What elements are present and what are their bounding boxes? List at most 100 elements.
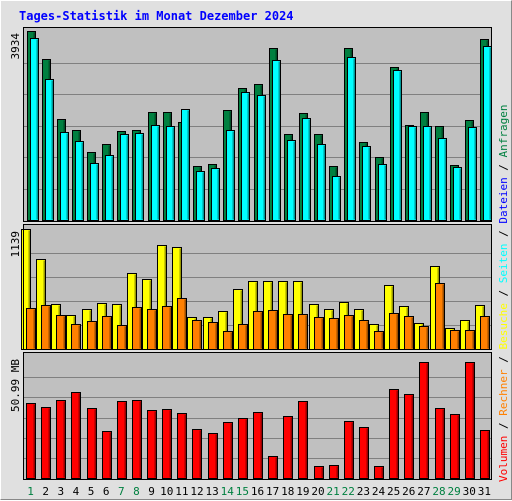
bar-shade (199, 321, 201, 349)
bar-volumen-day-31 (480, 430, 490, 479)
x-tick-label-12: 12 (190, 485, 203, 498)
panel-bottom-frame (23, 352, 492, 480)
bar-volumen-day-9 (147, 410, 157, 479)
bar-volumen-day-6 (102, 431, 112, 479)
bar-shade (444, 139, 446, 220)
x-tick-label-11: 11 (175, 485, 188, 498)
bar-shade (164, 246, 166, 349)
bar-shade (230, 332, 232, 349)
bar-shade (396, 390, 398, 478)
bar-shade (308, 119, 310, 220)
bar-shade (323, 145, 325, 220)
x-tick-label-31: 31 (478, 485, 491, 498)
bar-shade (202, 172, 204, 220)
bar-shade (353, 58, 355, 220)
bar-dateien-day-21 (332, 176, 341, 221)
x-tick-label-30: 30 (463, 485, 476, 498)
bar-shade (399, 71, 401, 220)
side-legend-item: / (497, 224, 510, 244)
bar-volumen-day-24 (374, 466, 384, 479)
bar-volumen-day-30 (465, 362, 475, 479)
bar-shade (487, 431, 489, 478)
side-legend-item: Dateien (497, 177, 510, 223)
x-tick-label-15: 15 (236, 485, 249, 498)
x-tick-label-17: 17 (266, 485, 279, 498)
bar-shade (275, 311, 277, 349)
bar-dateien-day-1 (30, 38, 39, 221)
bar-shade (225, 312, 227, 349)
bar-dateien-day-30 (468, 127, 477, 221)
x-tick-label-13: 13 (205, 485, 218, 498)
bar-shade (474, 128, 476, 220)
bar-volumen-day-12 (192, 429, 202, 479)
bar-shade (154, 310, 156, 349)
bar-shade (442, 409, 444, 478)
bar-shade (154, 411, 156, 478)
bar-shade (240, 290, 242, 349)
bar-shade (472, 331, 474, 349)
bar-volumen-day-3 (56, 400, 66, 479)
bar-shade (48, 306, 50, 349)
bar-volumen-day-7 (117, 401, 127, 479)
bar-dateien-day-12 (196, 171, 205, 221)
bar-dateien-day-4 (75, 141, 84, 221)
bar-shade (157, 126, 159, 220)
bar-shade (260, 413, 262, 478)
bar-volumen-day-28 (435, 408, 445, 479)
bar-shade (230, 423, 232, 478)
x-tick-label-26: 26 (402, 485, 415, 498)
side-legend-item: Volumen (497, 436, 510, 482)
bar-shade (232, 131, 234, 220)
bar-volumen-day-8 (132, 400, 142, 479)
bar-dateien-day-26 (408, 126, 417, 221)
x-tick-label-16: 16 (251, 485, 264, 498)
bar-shade (63, 316, 65, 349)
bar-volumen-day-21 (329, 465, 339, 479)
bar-dateien-day-6 (105, 155, 114, 221)
x-tick-label-10: 10 (160, 485, 173, 498)
bar-shade (109, 317, 111, 349)
bar-shade (293, 141, 295, 220)
y-max-label-bottom: 50.99 MB (9, 359, 22, 412)
bar-shade (141, 134, 143, 220)
bar-shade (457, 331, 459, 349)
x-tick-label-21: 21 (327, 485, 340, 498)
x-tick-label-5: 5 (88, 485, 95, 498)
bar-volumen-day-25 (389, 389, 399, 479)
panel-top-frame (23, 27, 492, 222)
side-legend: Volumen / Rechner / Besuche / Seiten / D… (497, 104, 510, 482)
panel-middle-frame (23, 224, 492, 350)
bar-shade (217, 169, 219, 220)
bar-shade (275, 457, 277, 478)
bar-volumen-day-23 (359, 427, 369, 479)
x-tick-label-9: 9 (148, 485, 155, 498)
x-tick-label-25: 25 (387, 485, 400, 498)
bar-shade (336, 319, 338, 349)
bar-shade (366, 321, 368, 349)
side-legend-item: / (497, 283, 510, 303)
bar-shade (184, 299, 186, 349)
bar-shade (321, 467, 323, 478)
x-tick-label-3: 3 (58, 485, 65, 498)
bar-volumen-day-19 (298, 401, 308, 479)
bar-dateien-day-15 (241, 92, 250, 221)
side-legend-item: Seiten (497, 244, 510, 284)
bar-shade (48, 408, 50, 478)
bar-shade (278, 61, 280, 220)
bar-shade (472, 363, 474, 478)
bar-dateien-day-16 (257, 95, 266, 221)
bar-dateien-day-28 (438, 138, 447, 221)
bar-dateien-day-20 (317, 144, 326, 221)
x-tick-label-6: 6 (103, 485, 110, 498)
bar-shade (124, 402, 126, 478)
bar-shade (199, 430, 201, 478)
bar-shade (111, 156, 113, 220)
y-max-label-middle: 1139 (9, 231, 22, 258)
bar-dateien-day-24 (378, 164, 387, 221)
bar-shade (66, 133, 68, 220)
x-tick-label-1: 1 (27, 485, 34, 498)
bar-shade (169, 307, 171, 349)
bar-volumen-day-20 (314, 466, 324, 479)
bar-shade (215, 323, 217, 349)
